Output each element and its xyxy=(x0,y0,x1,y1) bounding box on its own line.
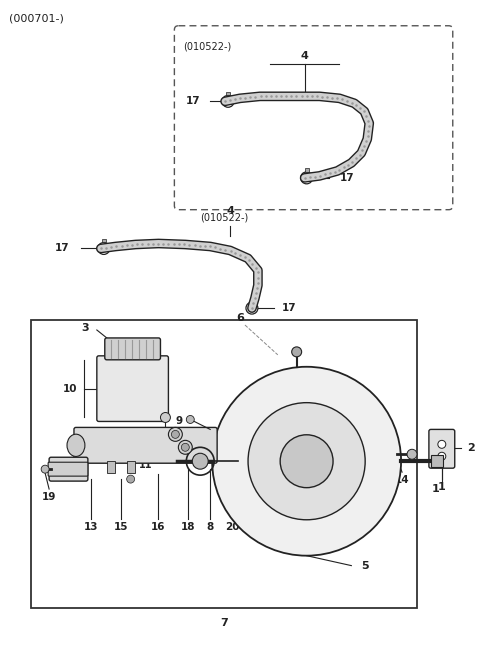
Text: 1: 1 xyxy=(438,482,446,492)
Circle shape xyxy=(127,475,134,483)
FancyBboxPatch shape xyxy=(105,338,160,360)
Text: 13: 13 xyxy=(84,522,98,532)
Bar xyxy=(127,461,134,473)
FancyBboxPatch shape xyxy=(49,457,88,481)
Bar xyxy=(107,461,115,473)
Text: 17: 17 xyxy=(186,96,200,106)
Circle shape xyxy=(192,453,208,469)
Circle shape xyxy=(438,440,446,448)
Ellipse shape xyxy=(67,434,85,457)
Text: 4: 4 xyxy=(300,50,309,60)
Text: 11: 11 xyxy=(139,460,153,470)
Text: 20: 20 xyxy=(225,522,240,532)
Bar xyxy=(250,299,254,302)
Text: (000701-): (000701-) xyxy=(9,14,64,24)
Text: 11: 11 xyxy=(139,449,153,459)
Text: 9: 9 xyxy=(175,417,182,426)
Circle shape xyxy=(248,403,365,520)
Bar xyxy=(31,320,417,608)
Text: 17: 17 xyxy=(282,303,296,313)
Circle shape xyxy=(179,440,192,455)
FancyBboxPatch shape xyxy=(429,430,455,468)
Text: (010522-): (010522-) xyxy=(183,42,231,52)
FancyBboxPatch shape xyxy=(97,356,168,421)
Text: 16: 16 xyxy=(151,522,166,532)
Text: 2: 2 xyxy=(467,443,474,453)
Circle shape xyxy=(41,465,49,473)
Circle shape xyxy=(181,443,189,451)
Circle shape xyxy=(438,452,446,460)
Circle shape xyxy=(168,428,182,441)
Text: 6: 6 xyxy=(236,313,244,323)
Text: 3: 3 xyxy=(81,323,89,333)
Bar xyxy=(431,455,443,467)
Text: 18: 18 xyxy=(181,522,195,532)
Circle shape xyxy=(160,413,170,422)
Text: 14: 14 xyxy=(395,475,409,485)
Text: 17: 17 xyxy=(339,173,354,183)
Text: 5: 5 xyxy=(361,561,369,571)
Circle shape xyxy=(212,367,401,555)
Text: 19: 19 xyxy=(42,492,56,502)
Circle shape xyxy=(280,435,333,488)
Text: 10: 10 xyxy=(62,384,77,394)
Circle shape xyxy=(292,347,301,357)
Text: 4: 4 xyxy=(226,206,234,215)
FancyBboxPatch shape xyxy=(48,462,88,476)
Circle shape xyxy=(171,430,180,438)
Circle shape xyxy=(407,449,417,459)
Text: (010522-): (010522-) xyxy=(200,213,249,223)
Circle shape xyxy=(186,415,194,423)
Bar xyxy=(304,168,309,172)
FancyBboxPatch shape xyxy=(74,428,217,463)
Text: 15: 15 xyxy=(113,522,128,532)
Bar xyxy=(226,92,230,95)
Text: 8: 8 xyxy=(206,522,214,532)
Text: 1: 1 xyxy=(432,484,440,494)
Bar xyxy=(102,239,106,242)
Text: 17: 17 xyxy=(54,244,69,253)
Text: 7: 7 xyxy=(220,618,228,628)
